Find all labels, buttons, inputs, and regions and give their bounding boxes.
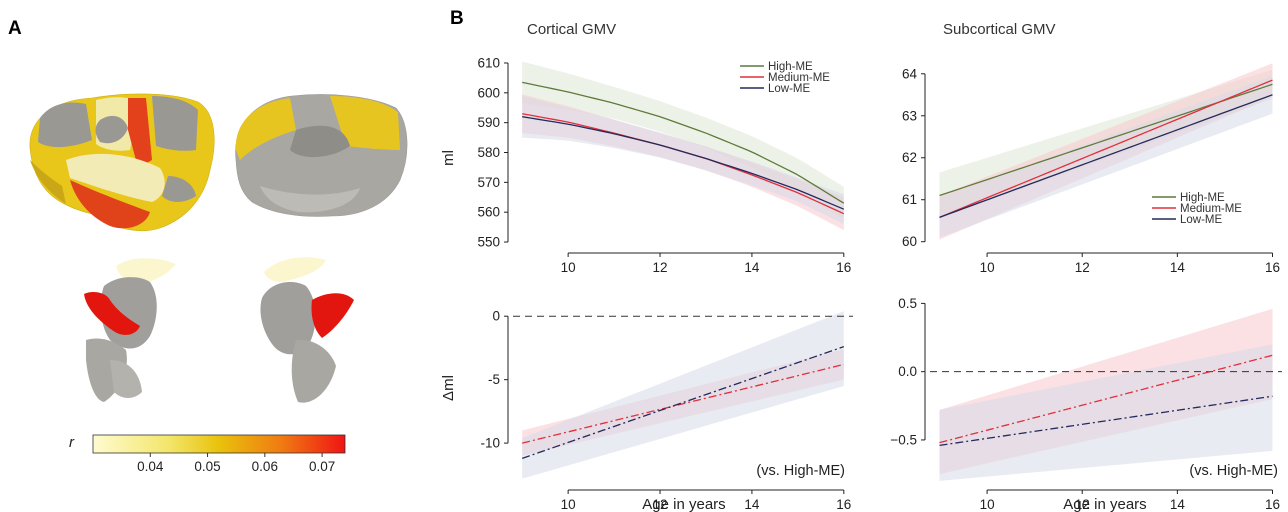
colorbar-tick-label: 0.06 <box>252 459 278 474</box>
x-tick-label: 14 <box>744 497 760 512</box>
y-tick-label: 560 <box>477 205 500 220</box>
series-line-low-me <box>522 116 845 210</box>
colorbar-tick-label: 0.05 <box>194 459 220 474</box>
y-tick-label: 61 <box>902 192 917 207</box>
legend-entry: High-ME <box>1180 192 1225 204</box>
chart-title: Cortical GMV <box>527 21 616 38</box>
comparison-annotation: (vs. High-ME) <box>756 463 845 479</box>
x-tick-label: 16 <box>1265 497 1280 512</box>
y-tick-label: 0.5 <box>898 296 917 311</box>
y-tick-label: 550 <box>477 235 500 250</box>
panel-a-letter: A <box>8 18 22 39</box>
series-line-high-me <box>522 81 845 204</box>
y-tick-label: 0.0 <box>898 364 917 379</box>
x-tick-label: 10 <box>561 497 576 512</box>
chart-subcortical_bottom: Age in years 0.5 0.0 −0.5 10 12 14 16 (vs. High-… <box>890 296 1282 512</box>
comparison-annotation: (vs. High-ME) <box>1189 463 1278 479</box>
ci-band-low-me <box>522 311 844 479</box>
y-tick-label: -5 <box>488 372 500 387</box>
colorbar-tick-label: 0.04 <box>137 459 164 474</box>
x-tick-label: 16 <box>1265 260 1280 275</box>
colorbar-gradient <box>92 434 346 454</box>
legend-entry: Low-ME <box>1180 214 1223 226</box>
x-tick-label: 12 <box>1075 260 1090 275</box>
y-tick-label: 60 <box>902 234 917 249</box>
x-tick-label: 14 <box>744 260 760 275</box>
legend-entry: High-ME <box>768 61 813 73</box>
y-tick-label: 570 <box>477 175 500 190</box>
y-axis-label: Δml <box>440 375 457 401</box>
x-tick-label: 10 <box>561 260 576 275</box>
colorbar-label: r <box>69 434 75 451</box>
colorbar: r 0.04 0.05 0.06 0.07 <box>69 434 346 474</box>
y-tick-label: 600 <box>477 85 500 100</box>
y-tick-label: 590 <box>477 115 500 130</box>
legend-entry: Medium-ME <box>768 72 830 84</box>
x-tick-label: 14 <box>1170 260 1186 275</box>
ci-band-low-me <box>522 95 844 225</box>
chart-cortical_bottom: Δml Age in years 0 -5 -10 10 12 14 16 (vs. High-M… <box>440 309 853 512</box>
series-line-medium-me <box>939 354 1273 444</box>
y-tick-label: 63 <box>902 108 917 123</box>
x-tick-label: 16 <box>836 497 851 512</box>
brain-lateral-view <box>29 93 215 232</box>
y-tick-label: -10 <box>480 436 500 451</box>
x-tick-label: 10 <box>980 260 995 275</box>
y-tick-label: −0.5 <box>890 432 917 447</box>
x-axis-label: Age in years <box>642 496 725 512</box>
series-line-low-me <box>939 94 1273 218</box>
series-line-medium-me <box>939 79 1273 218</box>
legend-entry: Low-ME <box>768 83 811 95</box>
chart-cortical_top: Cortical GMV ml 550 560 570 580 590 600 610 10 12 1… <box>440 21 858 275</box>
chart-title: Subcortical GMV <box>943 21 1056 38</box>
x-axis-label: Age in years <box>1063 496 1146 512</box>
y-tick-label: 64 <box>902 66 918 81</box>
x-tick-label: 10 <box>980 497 995 512</box>
y-tick-label: 0 <box>492 309 500 324</box>
y-axis-label: ml <box>440 150 457 166</box>
ci-band-low-me <box>939 344 1273 481</box>
x-tick-label: 12 <box>1075 497 1090 512</box>
brain-medial-view <box>235 94 408 217</box>
x-tick-label: 12 <box>653 260 668 275</box>
subcortical-left-view <box>84 258 176 402</box>
x-tick-label: 16 <box>836 260 851 275</box>
y-tick-label: 580 <box>477 145 500 160</box>
colorbar-tick-label: 0.07 <box>309 459 335 474</box>
x-tick-label: 12 <box>653 497 668 512</box>
legend-entry: Medium-ME <box>1180 203 1242 215</box>
x-tick-label: 14 <box>1170 497 1186 512</box>
subcortical-right-view <box>260 257 354 403</box>
panel-b-letter: B <box>450 8 464 29</box>
y-tick-label: 610 <box>477 55 500 70</box>
chart-subcortical_top: Subcortical GMV 60 61 62 63 64 10 12 14 16 High-ME… <box>902 21 1280 275</box>
series-line-low-me <box>521 346 845 459</box>
y-tick-label: 62 <box>902 150 917 165</box>
series-line-medium-me <box>522 363 844 444</box>
